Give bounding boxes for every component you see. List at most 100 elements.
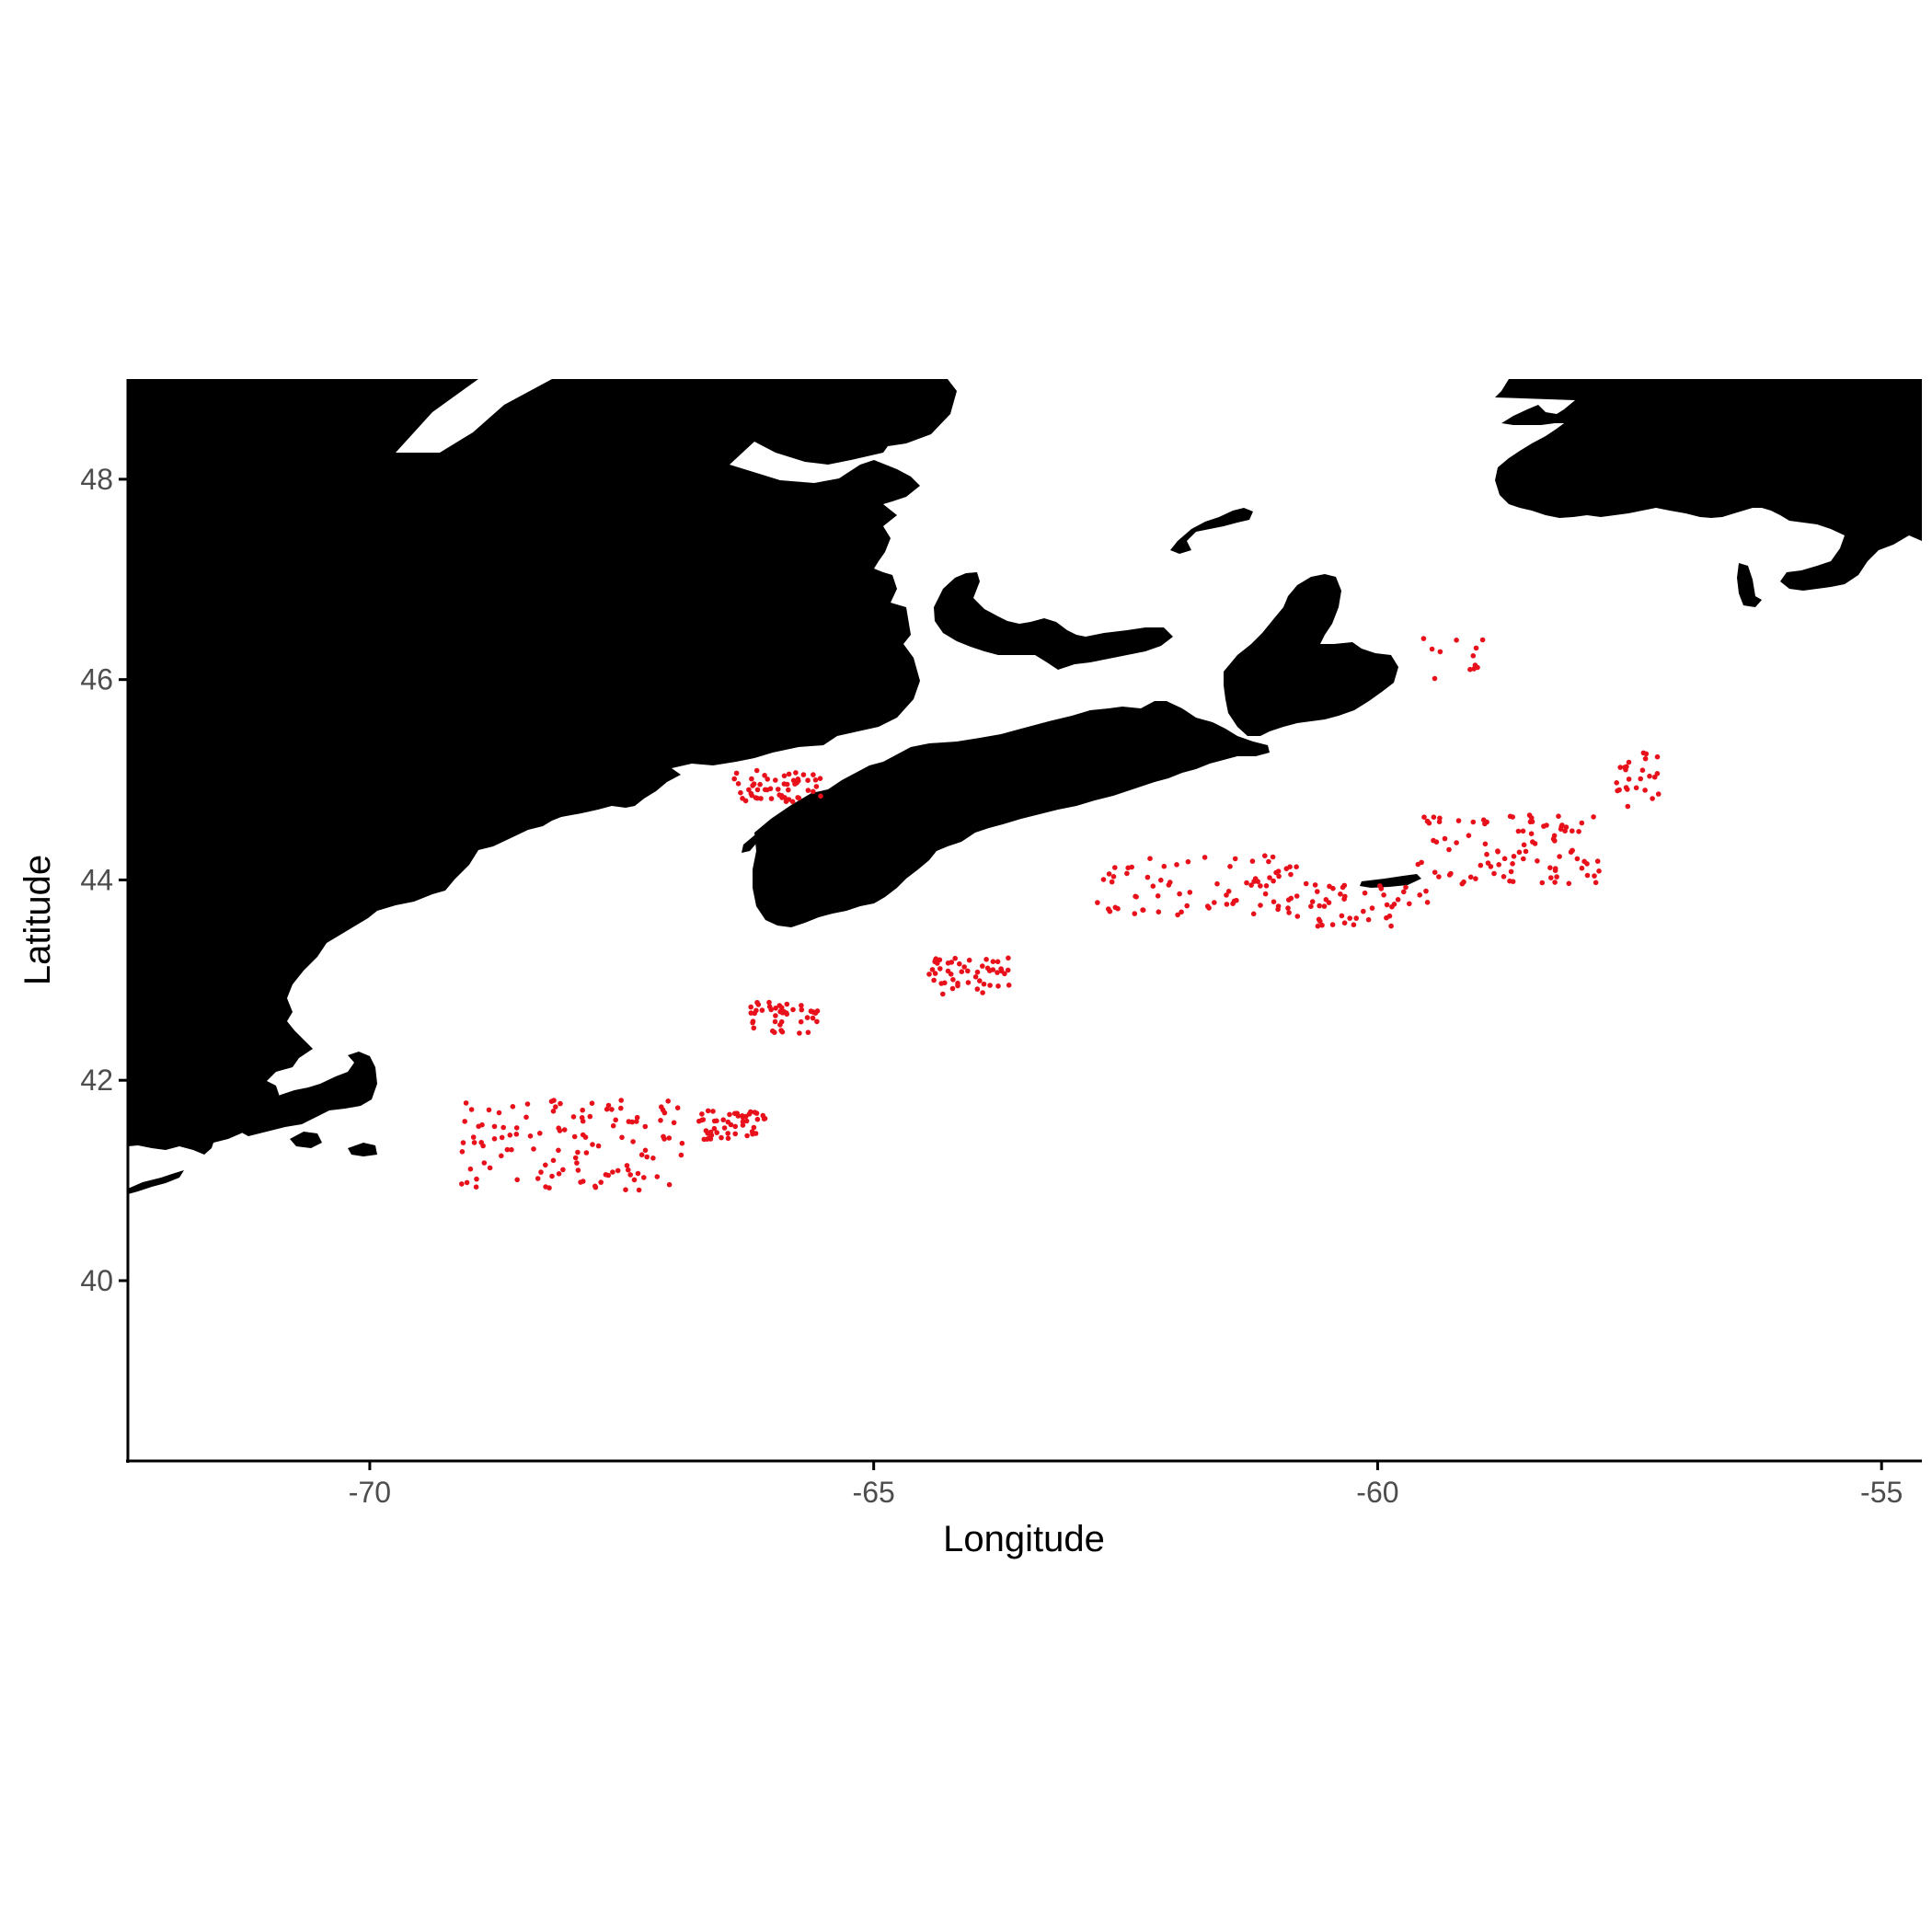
survey-point — [1184, 903, 1190, 909]
survey-point — [1225, 889, 1232, 894]
survey-point — [481, 1160, 488, 1166]
survey-point — [1472, 662, 1478, 668]
survey-point — [1574, 856, 1581, 862]
survey-point — [770, 1028, 776, 1034]
survey-point — [759, 1007, 765, 1013]
survey-point — [1633, 785, 1639, 791]
survey-point — [781, 1008, 787, 1015]
survey-point — [499, 1153, 504, 1159]
survey-point — [499, 1134, 505, 1141]
survey-point — [1478, 862, 1484, 868]
survey-point — [799, 1006, 805, 1013]
survey-point — [623, 1187, 628, 1192]
survey-point — [1273, 869, 1279, 876]
survey-point — [580, 1107, 585, 1113]
survey-point — [1232, 856, 1238, 862]
survey-point — [781, 773, 788, 779]
survey-point — [474, 1176, 479, 1182]
survey-point — [556, 1147, 561, 1154]
survey-point — [1568, 849, 1574, 855]
y-tick-label: 42 — [80, 1064, 113, 1097]
survey-point — [776, 787, 781, 792]
survey-point — [510, 1104, 516, 1110]
survey-point — [696, 1118, 702, 1124]
survey-point — [1482, 841, 1489, 847]
survey-point — [1521, 842, 1527, 848]
survey-point — [1156, 909, 1162, 914]
y-axis-title: Latitude — [17, 855, 58, 985]
survey-point — [1510, 861, 1515, 867]
survey-point — [778, 1005, 785, 1010]
survey-point — [746, 1111, 753, 1117]
survey-point — [531, 1146, 536, 1152]
survey-point — [1552, 838, 1558, 844]
survey-point — [984, 965, 991, 972]
survey-point — [983, 957, 989, 962]
survey-point — [1647, 773, 1652, 779]
y-tick-label: 40 — [80, 1264, 113, 1297]
survey-point — [1338, 891, 1343, 897]
x-tick-label: -55 — [1860, 1476, 1903, 1509]
survey-point — [1655, 791, 1662, 797]
survey-point — [1579, 820, 1585, 826]
survey-point — [626, 1167, 631, 1173]
survey-point — [553, 1104, 558, 1110]
survey-point — [1388, 923, 1394, 929]
survey-point — [1429, 646, 1435, 652]
survey-point — [1353, 915, 1359, 921]
survey-point — [671, 1120, 677, 1126]
survey-point — [754, 787, 761, 793]
survey-point — [1258, 883, 1263, 889]
survey-point — [1491, 870, 1497, 877]
survey-point — [1224, 892, 1229, 898]
survey-point — [711, 1125, 718, 1132]
survey-point — [1110, 874, 1117, 880]
survey-point — [765, 787, 770, 793]
survey-point — [1455, 818, 1462, 823]
survey-point — [527, 1133, 534, 1139]
land-marthas-vineyard — [290, 1132, 322, 1148]
survey-point — [1554, 874, 1559, 880]
survey-point — [1339, 913, 1345, 919]
survey-point — [1614, 780, 1619, 786]
survey-point — [955, 980, 960, 986]
survey-point — [793, 770, 799, 776]
survey-point — [1389, 903, 1395, 910]
survey-point — [789, 799, 796, 805]
survey-point — [1319, 922, 1325, 928]
survey-point — [817, 776, 823, 781]
survey-point — [644, 1154, 650, 1160]
land-grand-manan — [742, 835, 760, 853]
survey-point — [1562, 828, 1568, 834]
survey-point — [748, 1004, 753, 1010]
survey-point — [467, 1166, 474, 1172]
survey-point — [700, 1117, 707, 1122]
survey-point — [1529, 819, 1535, 824]
survey-point — [742, 798, 749, 804]
survey-point — [1263, 883, 1270, 889]
survey-point — [805, 777, 811, 783]
survey-point — [610, 1169, 615, 1175]
survey-point — [1654, 753, 1661, 760]
survey-point — [509, 1146, 514, 1153]
survey-point — [753, 767, 760, 774]
survey-point — [705, 1108, 711, 1114]
survey-point — [1112, 865, 1118, 870]
survey-point — [1006, 955, 1011, 961]
survey-point — [965, 968, 971, 974]
survey-point — [460, 1140, 466, 1145]
survey-point — [1288, 871, 1294, 878]
land-mainland-us-quebec-nb — [128, 379, 957, 1155]
axes: -70 -65 -60 -55 40 42 44 46 48 Longitude Latitu… — [17, 379, 1922, 1559]
survey-point — [574, 1160, 580, 1166]
survey-point — [1002, 971, 1007, 977]
survey-point — [629, 1119, 635, 1125]
survey-point — [1576, 829, 1581, 834]
survey-point — [746, 787, 752, 793]
survey-point — [1484, 851, 1489, 857]
survey-point — [561, 1127, 568, 1133]
survey-point — [583, 1150, 590, 1156]
survey-point — [641, 1175, 647, 1180]
survey-point — [1479, 637, 1486, 643]
survey-point — [535, 1176, 541, 1181]
